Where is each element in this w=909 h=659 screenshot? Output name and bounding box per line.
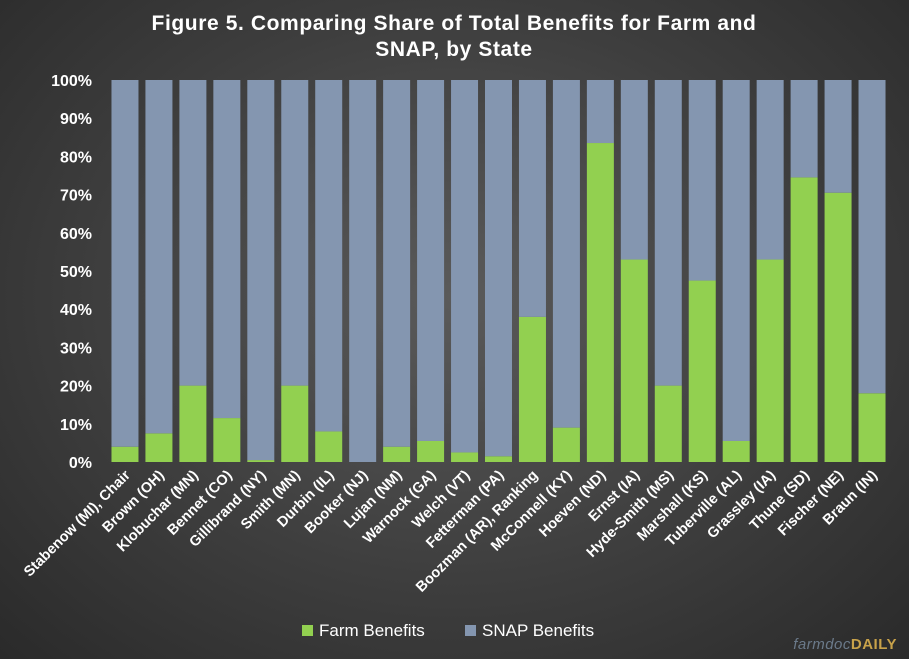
legend-swatch xyxy=(302,625,313,636)
legend-label: Farm Benefits xyxy=(319,621,425,640)
chart-title-line: Figure 5. Comparing Share of Total Benef… xyxy=(152,12,757,35)
y-tick-label: 30% xyxy=(60,340,92,357)
legend: Farm Benefits SNAP Benefits xyxy=(302,621,594,640)
bar-farm-benefits xyxy=(654,385,682,462)
bar-farm-benefits xyxy=(383,446,411,462)
y-tick-label: 50% xyxy=(60,264,92,281)
bar-snap-benefits xyxy=(349,80,377,462)
y-tick-label: 70% xyxy=(60,188,92,205)
bar-snap-benefits xyxy=(586,80,614,144)
bar-snap-benefits xyxy=(111,80,139,447)
bar-farm-benefits xyxy=(756,259,784,462)
bar-snap-benefits xyxy=(247,80,275,461)
bar-snap-benefits xyxy=(213,80,241,419)
bar-snap-benefits xyxy=(552,80,580,428)
bar-farm-benefits xyxy=(552,427,580,462)
bar-farm-benefits xyxy=(417,440,445,462)
bar-farm-benefits xyxy=(281,385,309,462)
y-tick-label: 0% xyxy=(69,455,92,472)
bar-farm-benefits xyxy=(722,440,750,462)
bar-snap-benefits xyxy=(315,80,343,432)
bar-snap-benefits xyxy=(858,80,886,394)
y-tick-label: 20% xyxy=(60,379,92,396)
bar-farm-benefits xyxy=(485,456,512,462)
bar-snap-benefits xyxy=(790,80,818,178)
bars xyxy=(111,80,886,462)
bar-snap-benefits xyxy=(145,80,173,434)
bar-snap-benefits xyxy=(417,80,445,441)
bar-snap-benefits xyxy=(485,80,512,457)
bar-snap-benefits xyxy=(281,80,309,386)
bar-farm-benefits xyxy=(111,446,139,462)
y-tick-label: 90% xyxy=(60,111,92,128)
bar-farm-benefits xyxy=(824,192,852,462)
bar-snap-benefits xyxy=(518,80,546,317)
chart-title-line: SNAP, by State xyxy=(375,38,532,61)
chart-title: Figure 5. Comparing Share of Total Benef… xyxy=(152,12,757,61)
bar-farm-benefits xyxy=(688,280,716,462)
y-axis: 0% 10% 20% 30% 40% 50% 60% 70% 80% 90% 100% xyxy=(51,73,92,472)
bar-farm-benefits xyxy=(858,393,886,462)
bar-snap-benefits xyxy=(383,80,411,447)
brand-part2: DAILY xyxy=(850,636,897,653)
y-tick-label: 40% xyxy=(60,302,92,319)
brand-part1: farmdoc xyxy=(793,636,851,653)
bar-farm-benefits xyxy=(179,385,207,462)
bar-snap-benefits xyxy=(620,80,648,260)
bar-snap-benefits xyxy=(688,80,716,281)
bar-farm-benefits xyxy=(620,259,648,462)
bar-farm-benefits xyxy=(451,452,479,462)
y-tick-label: 100% xyxy=(51,73,92,90)
bar-snap-benefits xyxy=(756,80,784,260)
bar-farm-benefits xyxy=(790,177,818,462)
bar-farm-benefits xyxy=(145,433,173,462)
y-tick-label: 10% xyxy=(60,417,92,434)
brand-logo: farmdocDAILY xyxy=(793,636,897,653)
bar-farm-benefits xyxy=(518,316,546,462)
bar-snap-benefits xyxy=(451,80,479,453)
y-tick-label: 80% xyxy=(60,149,92,166)
bar-farm-benefits xyxy=(315,431,343,462)
bar-farm-benefits xyxy=(247,460,275,462)
y-tick-label: 60% xyxy=(60,226,92,243)
bar-snap-benefits xyxy=(722,80,750,441)
bar-snap-benefits xyxy=(654,80,682,386)
legend-label: SNAP Benefits xyxy=(482,621,594,640)
bar-snap-benefits xyxy=(179,80,207,386)
bar-farm-benefits xyxy=(586,143,614,462)
bar-farm-benefits xyxy=(213,418,241,462)
legend-swatch xyxy=(465,625,476,636)
bar-snap-benefits xyxy=(824,80,852,193)
